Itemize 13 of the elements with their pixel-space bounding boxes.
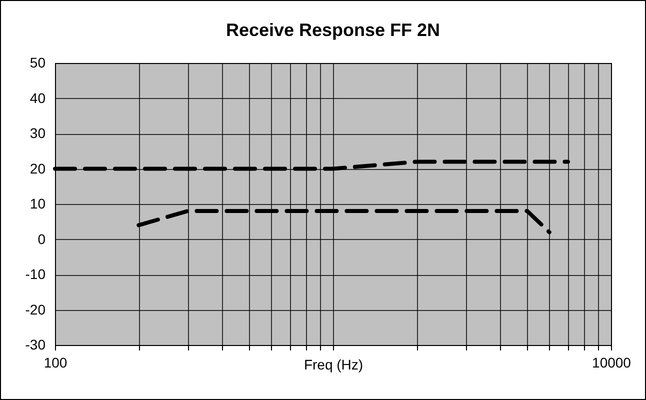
- y-tick-label: 10: [30, 196, 46, 212]
- y-tick-label: -20: [25, 301, 46, 318]
- y-tick-label: -30: [25, 336, 46, 352]
- y-tick-label: 20: [30, 160, 46, 176]
- y-tick-label: 30: [30, 125, 46, 141]
- y-tick-label: -10: [25, 266, 46, 282]
- x-tick-label: 10000: [592, 354, 632, 370]
- x-tick-label: 100: [44, 354, 68, 370]
- y-tick-label: 40: [30, 90, 46, 106]
- chart-title: Receive Response FF 2N: [226, 20, 440, 40]
- y-tick-label: 0: [38, 230, 46, 247]
- y-tick-label: 50: [30, 54, 46, 70]
- x-axis-title: Freq (Hz): [304, 356, 364, 372]
